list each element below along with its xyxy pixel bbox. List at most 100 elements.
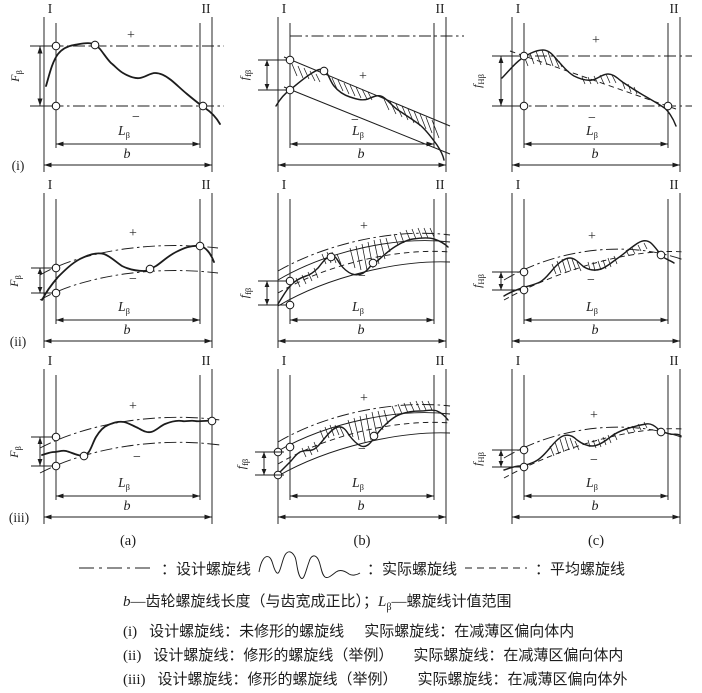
b-label: b (358, 147, 365, 162)
actual-helix-curve (503, 240, 675, 297)
plus-sign: + (127, 28, 135, 43)
panel-iii-a: Fβ + − Lβ b I II (iii) (a) (0, 354, 234, 550)
note-definitions: b—齿轮螺旋线长度（与齿宽成正比）；Lβ—螺旋线计值范围 (123, 594, 512, 613)
deviation-dimension: ffβ (237, 280, 287, 306)
note-row-iii: (iii) 设计螺旋线：修形的螺旋线（举例） 实际螺旋线：在减薄区偏向体外 (123, 672, 628, 688)
L-beta-label: Lβ (585, 299, 598, 316)
minus-sign: − (358, 442, 366, 457)
F-beta-label: Fβ (7, 446, 23, 459)
eval-range-dimension: Lβ (290, 299, 434, 323)
b-label: b (124, 147, 131, 162)
L-beta-label: Lβ (585, 475, 598, 492)
b-symbol: b (123, 594, 131, 610)
intersection-markers (519, 51, 673, 111)
section-I-label: I (48, 2, 53, 16)
design-helix-sample-line (78, 567, 153, 569)
facewidth-dimension: b (512, 323, 680, 344)
plus-sign: + (360, 391, 368, 406)
legend: ：设计螺旋线 ：实际螺旋线 ：平均螺旋线 (0, 550, 702, 586)
minus-sign: − (132, 110, 140, 125)
panel-ii-b: ffβ + − Lβ b I II (234, 178, 468, 354)
b-label: b (358, 499, 365, 514)
F-beta-label: Fβ (8, 70, 24, 83)
plus-sign: + (360, 219, 368, 234)
L-beta-label: Lβ (117, 475, 130, 492)
f-f-beta-label: ffβ (237, 70, 253, 81)
section-I-label: I (48, 354, 53, 368)
tolerance-band (283, 56, 451, 155)
facewidth-dimension: b (278, 499, 446, 520)
eval-range-dimension: Lβ (290, 123, 434, 147)
intersection-markers (51, 241, 205, 298)
section-II-label: II (436, 2, 445, 16)
minus-sign: − (587, 273, 595, 288)
panel-iii-b: ffβ + − Lβ b I II (b) (234, 354, 468, 550)
actual-helix-curve (277, 409, 449, 475)
panel-ii-c: fHβ + − Lβ b I II (468, 178, 702, 354)
panel-i-a: Fβ + − Lβ b I II (i) (0, 2, 234, 178)
section-I-label: I (282, 178, 287, 192)
section-lines (511, 193, 681, 348)
deviation-dimension: fHβ (470, 271, 521, 291)
intersection-markers (51, 40, 208, 111)
eval-range-dimension: Lβ (524, 475, 668, 499)
deviation-dimension: Fβ (7, 267, 53, 294)
f-H-beta-label: fHβ (470, 274, 486, 288)
section-I-label: I (516, 354, 521, 368)
f-f-beta-label: ffβ (234, 459, 250, 470)
L-beta-label: Lβ (351, 123, 364, 140)
F-beta-label: Fβ (7, 275, 23, 288)
section-II-label: II (436, 178, 445, 192)
section-lines (277, 17, 447, 172)
hatching (295, 227, 435, 288)
section-I-label: I (282, 2, 287, 16)
col-label-b: (b) (354, 533, 371, 549)
L-beta-label: Lβ (117, 299, 130, 316)
plus-sign: + (359, 69, 367, 84)
facewidth-dimension: b (278, 323, 446, 344)
legend-design-label: ：设计螺旋线 (160, 561, 251, 578)
panel-i-b: ffβ + − Lβ b I II (234, 2, 468, 178)
actual-helix-sample-curve (258, 551, 361, 579)
design-helix (492, 55, 692, 107)
panel-iii-c: fHβ + − Lβ b I II (c) (468, 354, 702, 550)
plus-sign: + (129, 399, 137, 414)
legend-actual-label: ：实际螺旋线 (366, 561, 457, 578)
minus-sign: − (588, 111, 596, 126)
plus-sign: + (592, 33, 600, 48)
panel-i-c: fHβ + − Lβ b I II (468, 2, 702, 178)
hatching (523, 49, 638, 95)
b-label: b (124, 323, 131, 338)
plus-sign: + (129, 226, 137, 241)
f-f-beta-label: ffβ (237, 288, 253, 299)
actual-helix-curve (45, 42, 221, 125)
minus-sign: − (129, 272, 137, 287)
design-helix (277, 404, 451, 443)
section-lines (511, 369, 681, 524)
notes: b—齿轮螺旋线长度（与齿宽成正比）；Lβ—螺旋线计值范围 (i) 设计螺旋线：未修… (123, 590, 702, 692)
minus-sign: − (590, 453, 598, 468)
minus-sign: − (133, 450, 141, 465)
col-label-c: (c) (588, 533, 604, 549)
b-label: b (592, 147, 599, 162)
section-I-label: I (516, 178, 521, 192)
plus-sign: + (590, 408, 598, 423)
section-lines (511, 17, 681, 172)
section-I-label: I (48, 178, 53, 192)
b-label: b (592, 499, 599, 514)
f-H-beta-label: fHβ (470, 74, 486, 88)
actual-helix-curve (41, 244, 215, 301)
row-label-iii: (iii) (9, 510, 29, 525)
eval-range-dimension: Lβ (56, 299, 200, 323)
section-lines (43, 193, 213, 348)
mean-helix (277, 250, 451, 294)
facewidth-dimension: b (44, 499, 212, 520)
actual-helix-curve (275, 68, 445, 161)
deviation-dimension: fHβ (470, 55, 521, 107)
L-beta-symbol: L (378, 594, 387, 610)
section-II-label: II (202, 2, 211, 16)
L-beta-label: Lβ (351, 475, 364, 492)
actual-helix-curve (277, 237, 449, 305)
facewidth-dimension: b (44, 147, 212, 168)
section-II-label: II (436, 354, 445, 368)
